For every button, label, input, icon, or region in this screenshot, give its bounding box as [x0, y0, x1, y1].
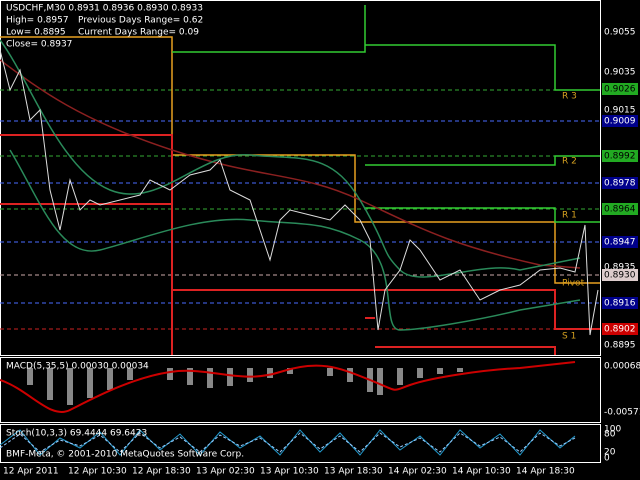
macd-signal: [0, 361, 576, 413]
stoch-axis: 0: [604, 454, 610, 464]
price-label: 0.8964: [604, 205, 636, 215]
time-label: 14 Apr 10:30: [452, 467, 511, 477]
stoch-signal: [0, 432, 576, 453]
price-box: [602, 269, 638, 281]
stoch-axis: 80: [604, 430, 616, 440]
price-box: [602, 323, 638, 335]
high: High= 0.8957: [6, 16, 69, 26]
copyright: BMF-Meta, © 2001-2010 MetaQuotes Softwar…: [6, 450, 244, 460]
price-label: 0.8947: [604, 238, 636, 248]
symbol-line: USDCHF,M30 0.8931 0.8936 0.8930 0.8933: [6, 4, 203, 14]
time-label: 13 Apr 18:30: [324, 467, 383, 477]
price-label: 0.8902: [604, 325, 636, 335]
price-line: [0, 49, 599, 336]
macd-label: MACD(5,35,5) 0.00030 0.00034: [6, 362, 149, 372]
low: Low= 0.8895: [6, 28, 66, 38]
price-box: [602, 177, 638, 189]
price-label: 0.8916: [604, 299, 636, 309]
price-box: [602, 236, 638, 248]
band-lower: [9, 149, 581, 331]
time-label: 12 Apr 2011: [3, 467, 59, 477]
close: Close= 0.8937: [6, 40, 72, 50]
macd-frame: [0, 357, 601, 423]
stoch-panel: Stoch(10,3,3) 69.4444 69.6423 BMF-Meta, …: [0, 424, 621, 464]
time-label: 12 Apr 18:30: [132, 467, 191, 477]
level-label: R 1: [562, 211, 577, 221]
prev-range: Previous Days Range= 0.62: [78, 16, 203, 26]
price-label: 0.9055: [604, 28, 636, 38]
macd-axis: -0.00571: [604, 408, 640, 418]
time-label: 13 Apr 10:30: [260, 467, 319, 477]
resistance-lines: [172, 5, 600, 223]
time-label: 14 Apr 02:30: [388, 467, 447, 477]
price-label: 0.9035: [604, 68, 636, 78]
price-label: 0.8978: [604, 179, 636, 189]
info-panel: USDCHF,M30 0.8931 0.8936 0.8930 0.8933 H…: [6, 4, 203, 50]
time-label: 12 Apr 10:30: [68, 467, 127, 477]
price-label: 0.8895: [604, 341, 636, 351]
time-axis: 12 Apr 2011 12 Apr 10:30 12 Apr 18:30 13…: [3, 467, 575, 477]
price-box: [602, 203, 638, 215]
stoch-label: Stoch(10,3,3) 69.4444 69.6423: [6, 429, 147, 439]
price-label: 0.8992: [604, 152, 636, 162]
level-label: R 3: [562, 92, 577, 102]
macd-axis: 0.00068: [604, 362, 640, 372]
price-label: 0.9026: [604, 85, 636, 95]
price-label: 0.8935: [604, 263, 636, 273]
price-label: 0.9015: [604, 106, 636, 116]
time-label: 13 Apr 02:30: [196, 467, 255, 477]
stoch-main: [0, 429, 576, 456]
macd-panel: MACD(5,35,5) 0.00030 0.00034 0.00068 -0.…: [0, 357, 640, 423]
price-box: [602, 297, 638, 309]
stoch-axis: 100: [604, 425, 621, 435]
level-label: R 2: [562, 157, 577, 167]
price-box: [602, 150, 638, 162]
stoch-axis: 20: [604, 448, 616, 458]
main-frame: [0, 0, 601, 356]
time-label: 14 Apr 18:30: [516, 467, 575, 477]
cur-range: Current Days Range= 0.09: [78, 28, 199, 38]
price-box: [602, 83, 638, 95]
band-upper: [0, 39, 581, 278]
moving-average: [0, 59, 581, 269]
price-axis: 0.9055 0.9035 0.9026 0.9015 0.9009 0.899…: [602, 28, 638, 351]
price-label: 0.9009: [604, 117, 636, 127]
level-lines: [0, 89, 600, 330]
stoch-frame: [0, 424, 601, 463]
level-label: S 1: [562, 332, 576, 342]
price-box: [602, 115, 638, 127]
price-label: 0.8930: [604, 271, 636, 281]
pivot-line: [0, 36, 600, 284]
level-labels: R 3 R 2 R 1 Pivot S 1: [562, 92, 585, 342]
main-chart: [0, 0, 601, 356]
level-label: Pivot: [562, 279, 585, 289]
